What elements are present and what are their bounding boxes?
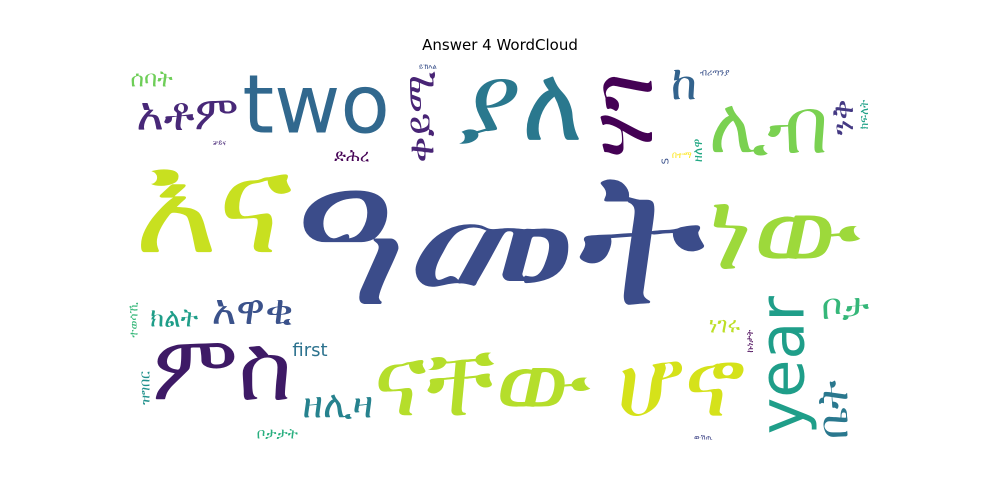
word-cloud-word: ቀይሚ xyxy=(399,71,444,163)
word-cloud-word: ከ xyxy=(671,55,698,111)
word-cloud-word: እና xyxy=(134,122,292,286)
word-cloud-word: ንቅ xyxy=(826,99,861,135)
word-cloud-word: ክልት xyxy=(150,303,199,333)
word-cloud-word: ሆኖ xyxy=(616,325,745,440)
chart-title: Answer 4 WordCloud xyxy=(422,36,578,54)
word-cloud-word: ብሪጣንያ xyxy=(700,69,730,79)
word-cloud-word: ናቸው xyxy=(374,322,592,439)
word-cloud-word: ድሕረ xyxy=(334,147,370,167)
word-cloud-word: ነገሩ xyxy=(709,313,741,338)
word-cloud-word: ኩነታት xyxy=(746,330,756,353)
word-cloud-word: በተማ xyxy=(672,151,692,161)
word-cloud-word: ክፍለት xyxy=(857,100,871,130)
word-cloud-word: አቶም xyxy=(136,87,238,142)
word-cloud-word: ቦታታት xyxy=(257,424,298,442)
word-cloud-word: year xyxy=(745,296,818,435)
word-cloud-word: ሰባት xyxy=(131,67,174,93)
word-cloud-word: ቻይና xyxy=(213,139,227,147)
word-cloud-word: ሃገ xyxy=(573,73,673,158)
word-cloud-word: ዓመት xyxy=(294,128,706,349)
word-cloud-word: ሊብ xyxy=(709,83,829,172)
word-cloud-word: ይኽእል xyxy=(419,63,438,71)
word-cloud-word: ምስ xyxy=(152,315,292,422)
word-cloud-word: S xyxy=(661,158,672,164)
word-cloud-word: ዘለዋ xyxy=(691,138,706,162)
word-cloud-word: ውሽጢ xyxy=(694,434,713,442)
word-cloud-word: first xyxy=(292,340,327,361)
word-cloud-word: ያለ xyxy=(458,43,583,165)
word-cloud-word: ነው xyxy=(708,164,861,296)
word-cloud-word: ተወሳኺ xyxy=(126,302,140,338)
word-cloud-word: ቤት xyxy=(808,380,858,439)
word-cloud-word: two xyxy=(242,59,390,153)
word-cloud-word: አዋቂ xyxy=(212,285,294,334)
word-cloud-word: ዘሊዛ xyxy=(302,383,373,427)
word-cloud-word: ዝግበር xyxy=(138,371,154,405)
word-cloud-word: ቦታ xyxy=(822,287,870,328)
